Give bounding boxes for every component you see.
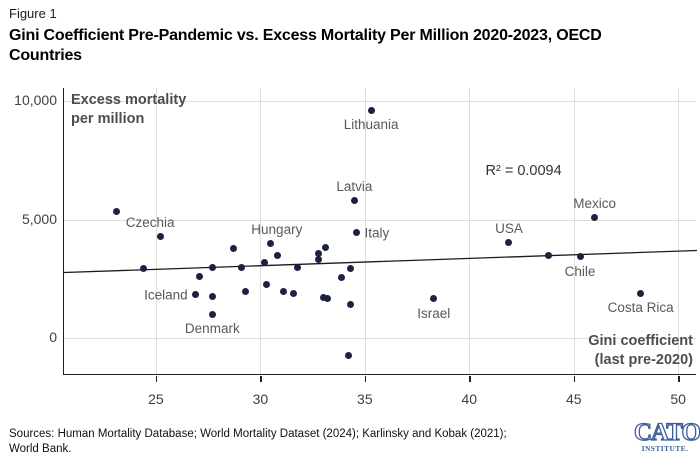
point-label-hungary: Hungary <box>251 221 303 237</box>
data-point <box>338 274 346 281</box>
data-point <box>637 289 645 297</box>
y-tick-label: 5,000 <box>21 210 57 227</box>
scatter-chart: Excess mortality per million Gini coeffi… <box>0 80 700 416</box>
x-gridline <box>155 88 157 374</box>
sources-line-2: World Bank. <box>9 442 72 455</box>
y-tick-label: 10,000 <box>14 92 57 109</box>
point-label-chile: Chile <box>564 263 596 279</box>
point-label-latvia: Latvia <box>336 178 373 194</box>
data-point <box>319 293 327 301</box>
data-point <box>430 295 438 303</box>
point-label-denmark: Denmark <box>184 321 240 337</box>
data-point <box>112 207 120 215</box>
x-gridline <box>364 88 366 374</box>
data-point <box>505 239 513 247</box>
cato-logo-subtext: INSTITUTE. <box>641 444 689 453</box>
data-point <box>279 288 287 295</box>
data-point <box>208 310 216 318</box>
x-tick-label: 40 <box>461 391 478 407</box>
x-tick-mark <box>260 376 262 382</box>
x-tick-label: 35 <box>357 391 373 407</box>
data-point <box>321 244 329 252</box>
data-point <box>229 244 237 252</box>
point-label-iceland: Iceland <box>144 287 188 303</box>
data-point <box>290 289 298 297</box>
x-tick-mark <box>678 376 680 382</box>
x-tick-mark <box>469 376 471 382</box>
data-point <box>346 265 354 272</box>
x-gridline <box>678 88 680 374</box>
data-point <box>208 292 216 300</box>
x-tick-mark <box>573 376 576 382</box>
y-gridline <box>64 338 696 340</box>
point-label-israel: Israel <box>417 305 451 321</box>
data-point <box>156 233 164 241</box>
regression-trendline <box>63 249 698 274</box>
x-gridline <box>469 88 471 374</box>
x-axis-title: Gini coefficient (last pre-2020) <box>588 332 693 370</box>
point-label-czechia: Czechia <box>125 214 175 230</box>
r-squared-annotation: R² = 0.0094 <box>485 163 562 180</box>
y-axis-title: Excess mortality per million <box>71 91 186 129</box>
sources-note: Sources: Human Mortality Database; World… <box>9 427 579 456</box>
data-point <box>576 253 584 261</box>
data-point <box>294 264 302 272</box>
data-point <box>273 251 281 259</box>
y-axis-title-line-2: per million <box>71 111 145 127</box>
x-tick-mark <box>155 376 158 382</box>
data-point <box>263 280 271 288</box>
y-tick-label: 0 <box>49 329 57 346</box>
y-gridline <box>64 219 696 221</box>
point-label-italy: Italy <box>364 225 390 241</box>
y-gridline <box>64 101 696 103</box>
data-point <box>238 263 246 271</box>
x-tick-mark <box>364 376 367 382</box>
x-tick-label: 30 <box>252 391 269 407</box>
data-point <box>208 264 216 272</box>
data-point <box>591 214 599 222</box>
data-point <box>545 251 553 259</box>
x-tick-label: 45 <box>565 391 582 407</box>
data-point <box>192 291 200 299</box>
x-axis-title-line-1: Gini coefficient <box>588 333 693 349</box>
data-point <box>315 250 323 258</box>
cato-institute-logo: CATO INSTITUTE. <box>633 419 700 453</box>
data-point <box>261 259 269 267</box>
x-gridline <box>260 88 262 374</box>
point-label-costa-rica: Costa Rica <box>607 300 674 316</box>
data-point <box>344 351 352 359</box>
figure-label: Figure 1 <box>9 6 57 21</box>
data-point <box>367 106 375 114</box>
y-axis-title-line-1: Excess mortality <box>71 92 187 108</box>
data-point <box>352 229 360 237</box>
data-point <box>346 300 354 308</box>
point-label-usa: USA <box>495 220 523 236</box>
data-point <box>323 294 331 302</box>
data-point <box>267 240 275 248</box>
data-point <box>350 197 358 205</box>
data-point <box>139 265 147 272</box>
x-gridline <box>573 88 575 374</box>
x-tick-label: 50 <box>670 391 686 407</box>
cato-logo-wordmark: CATO <box>633 419 700 446</box>
plot-area: 25 30 35 40 45 50 0 5,000 10,000 Lithuania Latvia I… <box>14 88 698 407</box>
chart-title: Gini Coefficient Pre-Pandemic vs. Excess… <box>9 26 602 66</box>
point-label-lithuania: Lithuania <box>343 117 399 133</box>
data-point <box>315 255 323 263</box>
point-label-mexico: Mexico <box>573 195 617 211</box>
trendline-svg <box>63 249 698 274</box>
data-point <box>196 273 204 281</box>
sources-line-1: Sources: Human Mortality Database; World… <box>9 428 507 440</box>
chart-title-line-2: Countries <box>9 47 82 64</box>
x-tick-label: 25 <box>148 391 164 407</box>
data-point <box>242 288 250 295</box>
x-axis-title-line-2: (last pre-2020) <box>594 352 693 368</box>
chart-title-line-1: Gini Coefficient Pre-Pandemic vs. Excess… <box>9 27 602 44</box>
